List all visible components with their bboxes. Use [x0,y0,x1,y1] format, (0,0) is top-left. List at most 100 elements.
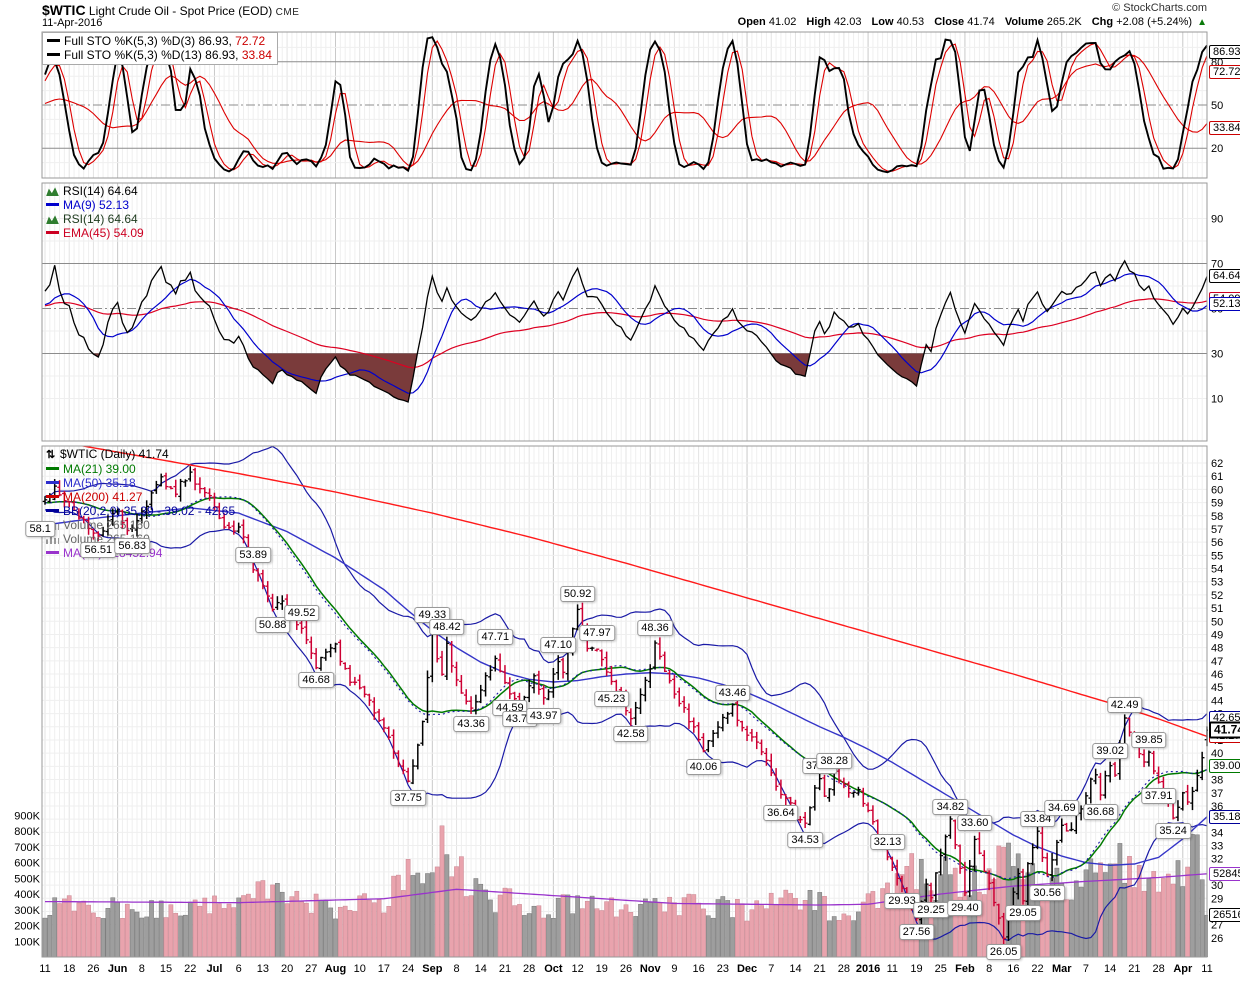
price-annotation: 27.56 [898,924,935,941]
close-label: Close [934,16,965,28]
svg-text:10: 10 [1211,394,1223,406]
svg-text:55: 55 [1211,550,1223,562]
price-annotation: 53.89 [235,547,271,563]
price-annotation: 58.1 [25,521,55,538]
rsi-panel [42,183,1208,441]
svg-text:49: 49 [1211,629,1223,641]
svg-text:28: 28 [523,963,535,975]
svg-text:Sep: Sep [422,963,442,975]
price-annotation: 40.06 [685,759,722,776]
svg-text:38: 38 [1211,775,1223,787]
chart-description: Light Crude Oil - Spot Price (EOD) [88,4,273,18]
svg-text:8: 8 [453,963,459,975]
legend-label: Full STO %K(5,3) %D(13) 86.93, [64,48,239,62]
svg-text:51: 51 [1211,603,1223,615]
legend-label: EMA(45) 54.09 [63,226,144,240]
svg-text:2016: 2016 [856,963,880,975]
svg-text:50: 50 [1211,100,1223,112]
price-annotation: 26.05 [985,944,1022,961]
svg-text:58: 58 [1211,511,1223,523]
svg-text:Aug: Aug [325,963,346,975]
svg-text:61: 61 [1211,471,1223,483]
rsi-area-icon [46,215,59,225]
price-annotation: 34.82 [932,798,969,815]
svg-text:28: 28 [838,963,850,975]
svg-text:56: 56 [1211,537,1223,549]
svg-text:40: 40 [1211,748,1223,760]
price-annotation: 42.58 [613,726,649,743]
svg-text:23: 23 [717,963,729,975]
rsi-legend: RSI(14) 64.64 MA(9) 52.13 RSI(14) 64.64 EMA… [46,184,144,240]
svg-text:14: 14 [789,963,801,975]
svg-text:500K: 500K [14,873,40,885]
svg-text:32: 32 [1211,854,1223,866]
legend-label: RSI(14) 64.64 [63,184,138,198]
price-annotation: 47.10 [540,636,576,653]
price-annotation: 32.13 [869,834,906,850]
price-annotation: 56.51 [80,542,117,559]
svg-text:30: 30 [1211,349,1223,361]
price-annotation: 34.69 [1044,800,1080,817]
svg-text:27: 27 [1211,920,1223,932]
rsi-legend-item: RSI(14) 64.64 [46,184,144,198]
low-value: 40.53 [896,16,925,28]
svg-text:26: 26 [87,963,99,975]
axis-value-box: 35.18 [1209,809,1240,824]
svg-text:62: 62 [1211,458,1223,470]
price-annotation: 47.71 [477,628,514,645]
svg-text:45: 45 [1211,682,1223,694]
svg-text:48: 48 [1211,643,1223,655]
price-annotation: 43.46 [714,684,751,701]
price-annotation: 38.28 [816,752,852,769]
svg-text:400K: 400K [14,889,40,901]
legend-label: MA(50) 35.18 [63,476,136,490]
price-annotation: 37.91 [1140,787,1177,804]
price-annotation: 50.92 [559,586,596,603]
svg-text:200K: 200K [14,921,40,933]
svg-text:6: 6 [236,963,242,975]
axis-value-box: 41.74 [1209,721,1240,739]
svg-text:Jun: Jun [108,963,128,975]
axis-value-box: 86.93 [1209,44,1240,59]
price-bars-icon: ⇅ [46,449,56,461]
legend-label: MA(200) 41.27 [63,490,143,504]
svg-text:18: 18 [63,963,75,975]
price-legend-item: MA(200) 41.27 [46,490,235,504]
svg-text:7: 7 [768,963,774,975]
svg-text:16: 16 [1007,963,1019,975]
svg-text:30: 30 [1211,880,1223,892]
svg-text:19: 19 [596,963,608,975]
axis-value-box: 52.13 [1209,296,1240,311]
price-annotation: 36.64 [763,804,799,821]
close-value: 41.74 [967,16,995,28]
price-legend-item: Volume 265,160 [46,518,235,532]
svg-text:25: 25 [935,963,947,975]
chart-date: 11-Apr-2016 [42,17,103,29]
svg-text:600K: 600K [14,858,40,870]
price-annotation: 50.88 [254,616,291,633]
axis-value-box: 33.84 [1209,121,1240,136]
line-swatch-icon [46,467,59,471]
volume-value: 265.2K [1046,16,1082,28]
svg-text:21: 21 [499,963,511,975]
price-annotation: 29.40 [947,900,983,916]
svg-text:Dec: Dec [737,963,757,975]
svg-text:21: 21 [1128,963,1140,975]
price-annotation: 47.97 [579,625,615,642]
price-annotation: 34.53 [787,832,823,849]
svg-text:15: 15 [160,963,172,975]
axis-value-box: 72.72 [1209,65,1240,80]
svg-text:54: 54 [1211,564,1223,576]
legend-label: RSI(14) 64.64 [63,212,138,226]
price-legend-item: BB(20,2.0) 35.39 - 39.02 - 42.65 [46,504,235,518]
svg-text:57: 57 [1211,524,1223,536]
svg-text:17: 17 [378,963,390,975]
stockcharts-credit: © StockCharts.com [1112,2,1207,14]
svg-text:800K: 800K [14,826,40,838]
chg-label: Chg [1091,16,1114,28]
line-swatch-icon [46,231,59,235]
line-swatch-icon [46,495,59,499]
legend-value: 33.84 [238,48,272,62]
